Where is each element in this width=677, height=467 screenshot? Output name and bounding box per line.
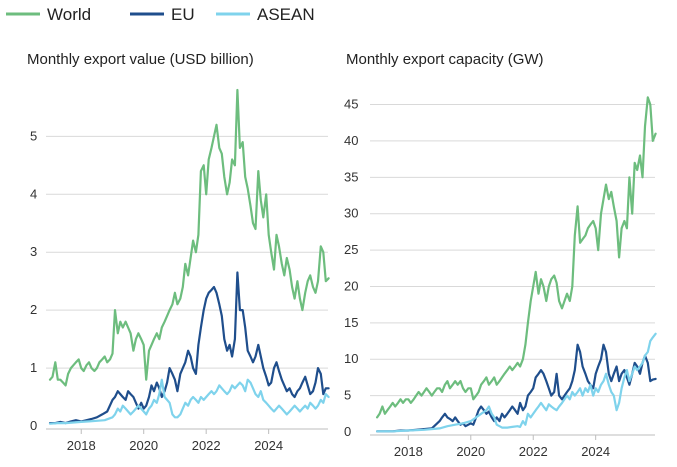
left-x-tick-label: 2020 xyxy=(129,438,158,453)
right-chart-plot: 0 5 10 15 20 25 30 35 40 45 2018 2020 2022 2024 xyxy=(344,96,657,459)
right-y-tick-label: 40 xyxy=(344,133,358,148)
left-y-tick-label: 3 xyxy=(30,244,37,259)
right-x-tick-label: 2024 xyxy=(581,444,610,459)
right-y-tick-label: 25 xyxy=(344,242,358,257)
left-x-tick-label: 2022 xyxy=(192,438,221,453)
legend-label-world: World xyxy=(47,5,91,24)
right-y-tick-label: 20 xyxy=(344,278,358,293)
legend-label-asean: ASEAN xyxy=(257,5,315,24)
legend-item-world: World xyxy=(6,5,91,24)
left-series-asean xyxy=(48,378,330,425)
left-chart-plot: 0 1 2 3 4 5 2018 2020 2022 2024 xyxy=(30,88,330,453)
legend-item-eu: EU xyxy=(130,5,195,24)
legend-label-eu: EU xyxy=(171,5,195,24)
right-series-world xyxy=(376,96,657,419)
right-y-tick-label: 35 xyxy=(344,169,358,184)
left-y-tick-label: 2 xyxy=(30,302,37,317)
left-series-world xyxy=(48,88,330,387)
right-y-tick-label: 0 xyxy=(344,424,351,439)
left-chart-title: Monthly export value (USD billion) xyxy=(27,51,254,68)
right-x-tick-label: 2020 xyxy=(456,444,485,459)
right-y-tick-label: 30 xyxy=(344,206,358,221)
left-y-tick-label: 5 xyxy=(30,128,37,143)
left-x-tick-label: 2024 xyxy=(254,438,283,453)
right-x-tick-label: 2018 xyxy=(394,444,423,459)
right-y-tick-label: 15 xyxy=(344,315,358,330)
right-series-asean xyxy=(376,332,657,433)
right-chart-title: Monthly export capacity (GW) xyxy=(346,51,544,68)
left-y-tick-label: 0 xyxy=(30,418,37,433)
right-y-tick-label: 45 xyxy=(344,97,358,112)
right-y-tick-label: 10 xyxy=(344,351,358,366)
right-y-tick-label: 5 xyxy=(344,388,351,403)
legend-item-asean: ASEAN xyxy=(216,5,315,24)
left-y-tick-label: 1 xyxy=(30,360,37,375)
left-series-eu xyxy=(48,271,330,425)
legend: World EU ASEAN xyxy=(6,5,315,24)
left-x-tick-label: 2018 xyxy=(67,438,96,453)
right-series-eu xyxy=(376,343,657,433)
left-y-tick-label: 4 xyxy=(30,186,37,201)
right-x-tick-label: 2022 xyxy=(519,444,548,459)
